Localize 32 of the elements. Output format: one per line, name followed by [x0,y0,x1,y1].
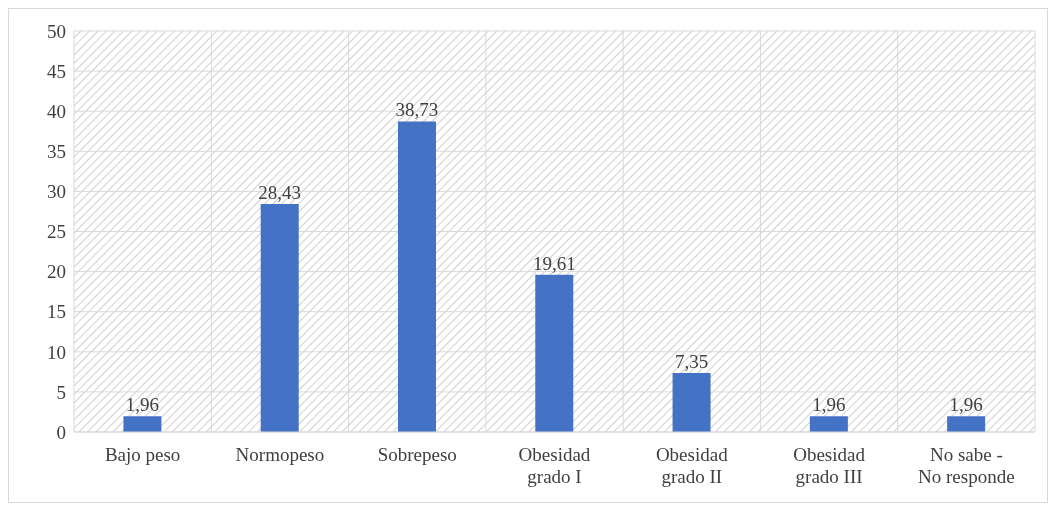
x-tick-label: Obesidad grado III [793,444,866,488]
y-tick-label: 40 [47,100,66,122]
x-tick-label: Normopeso [235,444,325,466]
y-tick-label: 30 [47,181,66,203]
bar [809,416,848,432]
data-label: 1,96 [949,394,983,416]
x-tick-label: Obesidad grado I [518,444,591,488]
y-tick-label: 45 [47,60,66,82]
bar [123,416,162,432]
data-label: 19,61 [532,252,576,274]
x-tick-label: Bajo peso [104,444,181,466]
data-label: 38,73 [395,99,439,121]
y-tick-label: 5 [56,381,66,403]
y-tick-label: 20 [47,261,66,283]
data-label: 1,96 [812,394,846,416]
y-tick-label: 25 [47,221,66,243]
bar [260,203,299,432]
data-label: 7,35 [674,351,709,373]
y-tick-label: 35 [47,141,66,163]
x-tick-label: Obesidad grado II [655,444,729,488]
x-tick-label: Sobrepeso [377,444,457,466]
bar [947,416,986,432]
bar [535,274,574,432]
data-label: 28,43 [258,181,302,203]
y-tick-label: 0 [56,421,66,443]
y-tick-label: 15 [47,301,66,323]
bar [672,373,711,432]
y-tick-label: 50 [47,20,66,42]
y-tick-label: 10 [47,341,66,363]
bar [397,121,436,432]
data-label: 1,96 [125,394,160,416]
x-tick-label: No sabe - No responde [918,444,1015,488]
